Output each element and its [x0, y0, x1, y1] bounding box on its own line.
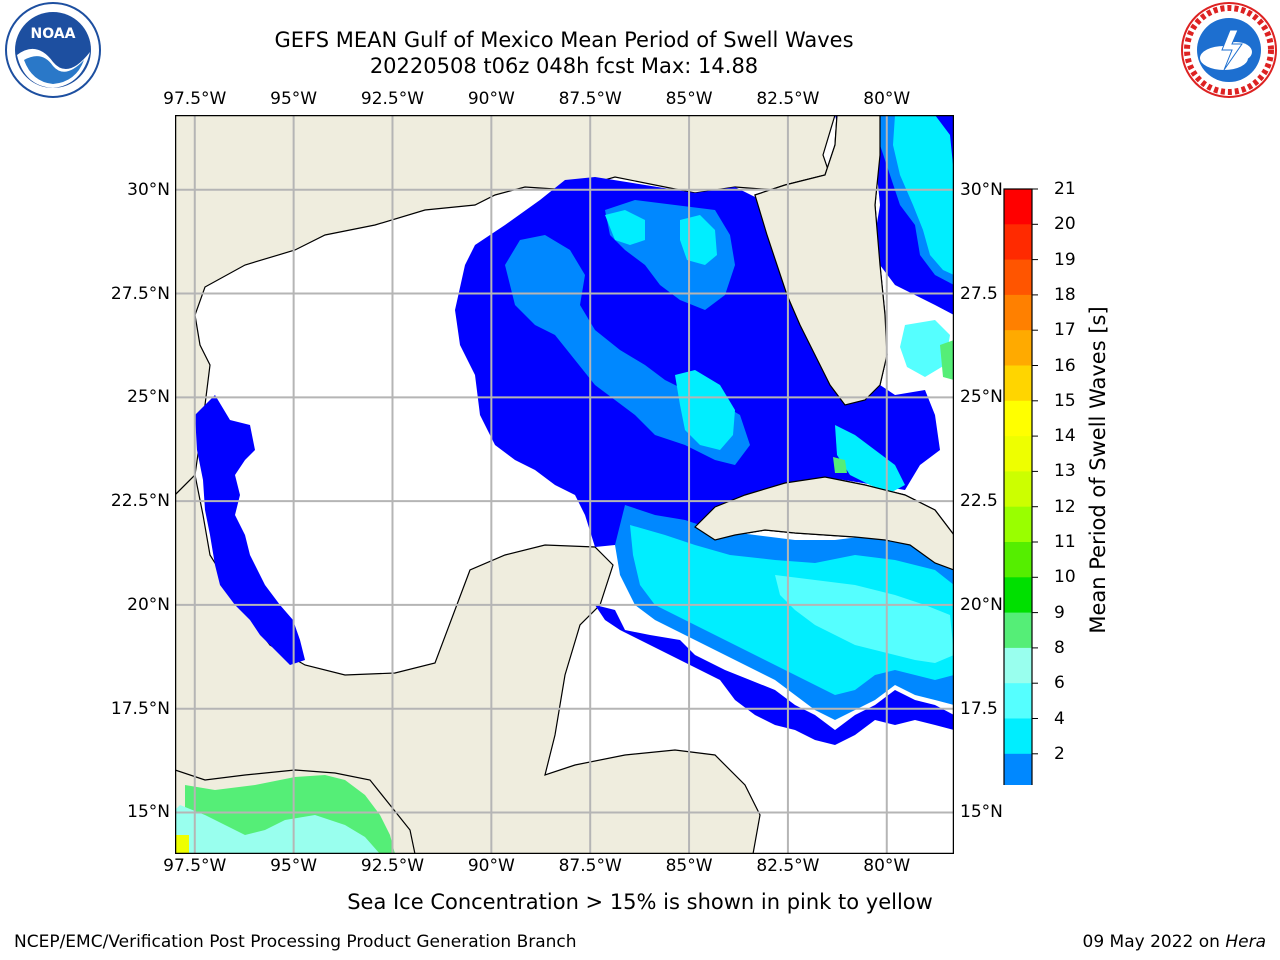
colorbar-segment [1004, 294, 1032, 331]
colorbar-segment [1004, 683, 1032, 719]
map-gridlines [175, 115, 954, 854]
colorbar-tick-label: 10 [1054, 567, 1076, 588]
colorbar-tick-label: 18 [1054, 284, 1076, 305]
svg-text:NOAA: NOAA [31, 26, 76, 42]
lon-tick-label: 92.5°W [360, 856, 425, 876]
colorbar-segment [1004, 471, 1032, 508]
lat-tick-label-right: 30°N [960, 179, 1003, 200]
lon-tick-label: 95°W [270, 89, 318, 109]
colorbar-segment [1004, 506, 1032, 543]
colorbar-tick-label: 11 [1054, 532, 1076, 552]
swell-pale-field [175, 805, 380, 854]
colorbar-segment [1004, 189, 1032, 225]
lon-tick-label: 90°W [467, 89, 515, 109]
colorbar-frame [1003, 188, 1033, 785]
colorbar-tick-label: 19 [1054, 249, 1076, 270]
colorbar-segment [1004, 365, 1032, 402]
colorbar-tick-label: 14 [1054, 426, 1076, 447]
colorbar-tick-label: 13 [1054, 461, 1076, 482]
lon-tick-label: 80°W [863, 89, 911, 109]
colorbar-tick-label: 16 [1054, 355, 1076, 376]
colorbar-tick-label: 12 [1054, 496, 1076, 517]
lon-tick-label: 95°W [270, 856, 318, 876]
colorbar-tick-label: 2 [1054, 743, 1065, 764]
lat-tick-label-right: 20°N [960, 594, 1003, 615]
colorbar-tick-label: 9 [1054, 602, 1065, 623]
colorbar-tick-label: 20 [1054, 214, 1076, 235]
colorbar-tick-label: 8 [1054, 637, 1065, 658]
colorbar-segment [1004, 577, 1032, 614]
lon-tick-label: 87.5°W [558, 89, 622, 109]
lon-tick-label: 87.5°W [558, 856, 622, 876]
lat-tick-label: 30°N [127, 179, 170, 200]
lat-tick-label-right: 15°N [960, 802, 1003, 823]
map-panel [175, 115, 954, 854]
colorbar-segment [1004, 542, 1032, 578]
colorbar-segment [1004, 224, 1032, 261]
lon-tick-label: 85°W [665, 89, 713, 109]
colorbar-tick-label: 15 [1054, 390, 1076, 411]
colorbar-tick-label: 17 [1054, 320, 1076, 341]
footer-credit: NCEP/EMC/Verification Post Processing Pr… [14, 932, 577, 952]
map-frame [175, 115, 954, 854]
lat-tick-label: 20°N [127, 594, 170, 615]
chart-subtitle: 20220508 t06z 048h fcst Max: 14.88 [369, 54, 759, 78]
lat-tick-label: 15°N [127, 802, 170, 823]
lat-tick-label-right: 25°N [960, 387, 1003, 408]
lon-tick-label: 82.5°W [756, 856, 820, 876]
swell-yellow-patch [175, 835, 189, 854]
colorbar-segment [1004, 753, 1032, 785]
swell-aqua-field [775, 320, 954, 663]
lon-tick-label: 80°W [863, 856, 911, 876]
footer-machine: Hera [1225, 932, 1266, 952]
colorbar-segment [1004, 436, 1032, 472]
lon-tick-label: 90°W [467, 856, 515, 876]
lat-tick-label: 27.5°N [110, 283, 170, 304]
lat-tick-label-right: 17.5 [960, 698, 998, 719]
footer-date-text: 09 May 2022 on [1082, 932, 1220, 952]
colorbar-tick-label: 4 [1054, 708, 1065, 729]
colorbar-segment [1004, 718, 1032, 755]
colorbar-segment [1004, 612, 1032, 649]
colorbar-segment [1004, 330, 1032, 366]
lon-tick-label: 92.5°W [360, 89, 425, 109]
colorbar-segment [1004, 400, 1032, 437]
lon-tick-label: 97.5°W [163, 856, 227, 876]
colorbar-segment [1004, 647, 1032, 684]
lon-tick-label: 97.5°W [163, 89, 227, 109]
footer-date: 09 May 2022 on Hera [1083, 932, 1267, 952]
colorbar-tick-label: 21 [1054, 179, 1076, 199]
noaa-logo: NOAA [5, 2, 101, 98]
lat-tick-label: 25°N [127, 387, 170, 408]
lat-tick-label: 22.5°N [110, 491, 170, 512]
lat-tick-label-right: 27.5 [960, 283, 998, 304]
sea-ice-note: Sea Ice Concentration > 15% is shown in … [347, 890, 933, 914]
colorbar [1003, 188, 1038, 785]
chart-title: GEFS MEAN Gulf of Mexico Mean Period of … [274, 28, 854, 52]
colorbar-segment [1004, 259, 1032, 296]
colorbar-title: Mean Period of Swell Waves [s] [1086, 306, 1110, 634]
nws-logo [1181, 2, 1277, 98]
lat-tick-label-right: 22.5 [960, 491, 998, 512]
lat-tick-label: 17.5°N [110, 698, 170, 719]
colorbar-tick-label: 6 [1054, 673, 1065, 694]
lon-tick-label: 85°W [665, 856, 713, 876]
lon-tick-label: 82.5°W [756, 89, 820, 109]
